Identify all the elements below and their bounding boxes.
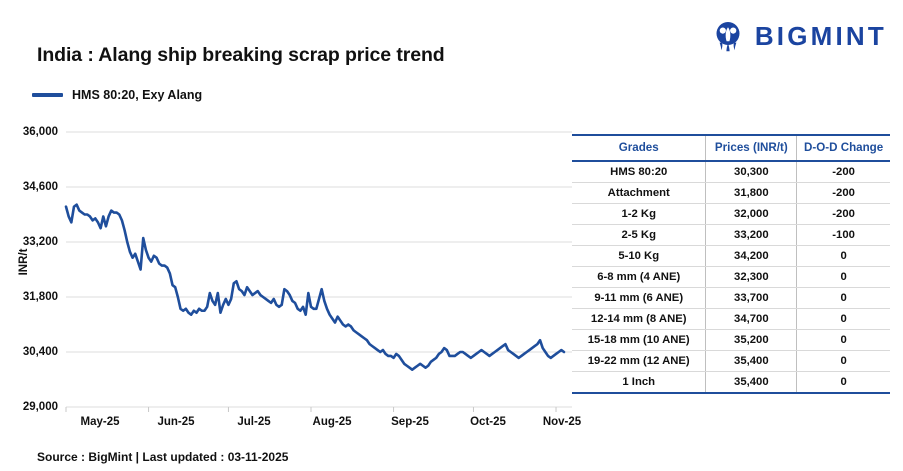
x-tick-label: Sep-25 — [391, 416, 429, 428]
cell-grade: 6-8 mm (4 ANE) — [572, 266, 706, 288]
chart-legend: HMS 80:20, Exy Alang — [32, 88, 202, 102]
table-row: Attachment 31,800 -200 — [572, 182, 890, 204]
cell-price: 33,200 — [705, 224, 797, 246]
cell-grade: 1-2 Kg — [572, 203, 706, 225]
cell-price: 31,800 — [705, 182, 797, 204]
cell-dod-change: 0 — [796, 266, 890, 288]
y-tick-label: 29,000 — [22, 401, 58, 413]
cell-price: 30,300 — [705, 161, 797, 183]
y-tick-label: 31,800 — [22, 291, 58, 303]
table-row: 12-14 mm (8 ANE) 34,700 0 — [572, 308, 890, 330]
source-note: Source : BigMint | Last updated : 03-11-… — [37, 450, 289, 464]
table-row: 1-2 Kg 32,000 -200 — [572, 203, 890, 225]
table-row: 9-11 mm (6 ANE) 33,700 0 — [572, 287, 890, 309]
cell-grade: 1 Inch — [572, 371, 706, 394]
cell-price: 34,200 — [705, 245, 797, 267]
cell-grade: 2-5 Kg — [572, 224, 706, 246]
cell-dod-change: -200 — [796, 203, 890, 225]
y-tick-label: 34,600 — [22, 181, 58, 193]
cell-dod-change: 0 — [796, 329, 890, 351]
x-tick-label: May-25 — [80, 416, 120, 428]
table-row: 5-10 Kg 34,200 0 — [572, 245, 890, 267]
cell-price: 32,000 — [705, 203, 797, 225]
x-tick-label: Oct-25 — [470, 416, 506, 428]
x-tick-label: Nov-25 — [542, 416, 582, 428]
cell-price: 35,400 — [705, 350, 797, 372]
cell-dod-change: 0 — [796, 245, 890, 267]
chart-gridlines — [65, 131, 572, 412]
cell-grade: 15-18 mm (10 ANE) — [572, 329, 706, 351]
chart-plot-area — [64, 131, 572, 412]
x-tick-label: Jun-25 — [157, 416, 195, 428]
legend-color-swatch — [32, 93, 63, 97]
y-tick-label: 30,400 — [22, 346, 58, 358]
cell-grade: Attachment — [572, 182, 706, 204]
cell-price: 35,200 — [705, 329, 797, 351]
series-line-hms-80-20 — [64, 203, 566, 371]
cell-grade: 5-10 Kg — [572, 245, 706, 267]
cell-dod-change: -200 — [796, 161, 890, 183]
column-header-prices: Prices (INR/t) — [705, 134, 797, 162]
y-tick-label: 36,000 — [22, 126, 58, 138]
table-row: HMS 80:20 30,300 -200 — [572, 161, 890, 183]
cell-price: 35,400 — [705, 371, 797, 394]
cell-dod-change: -100 — [796, 224, 890, 246]
cell-dod-change: -200 — [796, 182, 890, 204]
bigmint-mascot-icon — [710, 18, 746, 54]
cell-grade: 19-22 mm (12 ANE) — [572, 350, 706, 372]
table-row: 19-22 mm (12 ANE) 35,400 0 — [572, 350, 890, 372]
cell-dod-change: 0 — [796, 350, 890, 372]
cell-price: 33,700 — [705, 287, 797, 309]
x-tick-label: Jul-25 — [237, 416, 271, 428]
table-body: HMS 80:20 30,300 -200 Attachment 31,800 -200 1… — [572, 161, 890, 394]
table-row: 1 Inch 35,400 0 — [572, 371, 890, 394]
cell-grade: 12-14 mm (8 ANE) — [572, 308, 706, 330]
column-header-dod: D-O-D Change — [796, 134, 890, 162]
page-header: India : Alang ship breaking scrap price … — [0, 0, 903, 80]
page-title: India : Alang ship breaking scrap price … — [37, 44, 445, 66]
cell-dod-change: 0 — [796, 308, 890, 330]
x-tick-label: Aug-25 — [312, 416, 352, 428]
cell-price: 32,300 — [705, 266, 797, 288]
table-row: 6-8 mm (4 ANE) 32,300 0 — [572, 266, 890, 288]
table-header-row: Grades Prices (INR/t) D-O-D Change — [572, 134, 890, 162]
cell-grade: HMS 80:20 — [572, 161, 706, 183]
table-row: 15-18 mm (10 ANE) 35,200 0 — [572, 329, 890, 351]
y-tick-label: 33,200 — [22, 236, 58, 248]
legend-item-label: HMS 80:20, Exy Alang — [72, 88, 203, 102]
column-header-grades: Grades — [572, 134, 706, 162]
cell-dod-change: 0 — [796, 371, 890, 394]
cell-dod-change: 0 — [796, 287, 890, 309]
table-row: 2-5 Kg 33,200 -100 — [572, 224, 890, 246]
grades-price-table: Grades Prices (INR/t) D-O-D Change HMS 8… — [572, 134, 890, 394]
price-trend-chart: INR/t 36,000 34,600 33,200 31,800 30,400… — [0, 118, 582, 438]
cell-price: 34,700 — [705, 308, 797, 330]
cell-grade: 9-11 mm (6 ANE) — [572, 287, 706, 309]
bigmint-logo: BIGMINT — [710, 18, 887, 54]
brand-name: BIGMINT — [754, 21, 887, 51]
